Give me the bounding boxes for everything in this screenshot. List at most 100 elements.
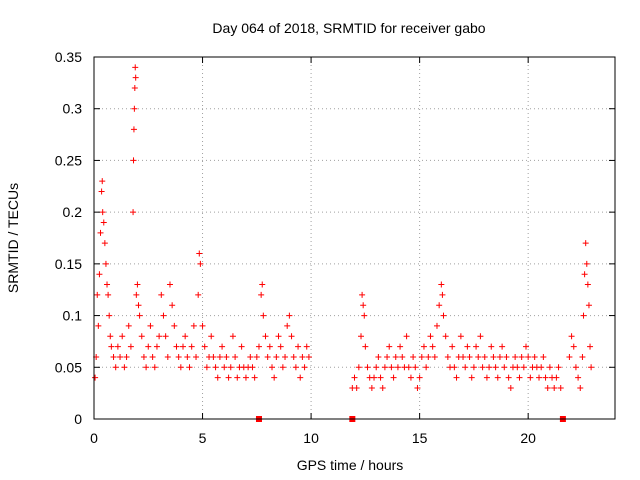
data-point-209 (542, 374, 549, 381)
data-point-79 (227, 364, 234, 371)
data-point-53 (173, 343, 180, 350)
data-point-78 (225, 374, 232, 381)
data-point-184 (488, 343, 495, 350)
data-point-71 (210, 353, 217, 360)
data-point-73 (214, 374, 221, 381)
data-point-35 (135, 302, 142, 309)
data-point-152 (420, 343, 427, 350)
data-point-52 (171, 322, 178, 329)
data-point-173 (464, 343, 471, 350)
data-point-7 (99, 178, 106, 185)
data-point-58 (184, 353, 191, 360)
data-point-151 (418, 353, 425, 360)
data-point-8 (99, 209, 106, 216)
data-point-3 (95, 322, 102, 329)
data-point-81 (232, 353, 239, 360)
data-point-208 (540, 353, 547, 360)
data-point-42 (149, 353, 156, 360)
data-point-211 (546, 364, 553, 371)
data-point-56 (180, 343, 187, 350)
data-point-146 (407, 374, 414, 381)
data-point-198 (518, 353, 525, 360)
y-tick-label-3: 0.15 (55, 256, 82, 272)
data-point-41 (147, 322, 154, 329)
data-point-55 (177, 364, 184, 371)
y-tick-label-2: 0.1 (63, 308, 83, 324)
data-point-11 (102, 260, 109, 267)
grid-lines (94, 57, 615, 419)
data-point-22 (121, 364, 128, 371)
data-point-213 (551, 384, 558, 391)
data-point-178 (475, 353, 482, 360)
data-point-183 (486, 364, 493, 371)
data-point-176 (470, 364, 477, 371)
data-points (92, 64, 595, 391)
data-point-90 (251, 374, 258, 381)
data-point-159 (436, 302, 443, 309)
data-point-99 (269, 364, 276, 371)
data-point-61 (190, 322, 197, 329)
data-point-217 (566, 353, 573, 360)
data-point-188 (496, 353, 503, 360)
data-point-98 (266, 343, 273, 350)
data-point-115 (303, 343, 310, 350)
data-point-110 (292, 364, 299, 371)
data-point-46 (158, 291, 165, 298)
data-point-133 (379, 384, 386, 391)
data-point-37 (138, 333, 145, 340)
data-point-75 (219, 343, 226, 350)
x-tick-label-1: 5 (199, 430, 207, 446)
data-point-220 (572, 364, 579, 371)
data-point-144 (403, 333, 410, 340)
data-point-108 (288, 333, 295, 340)
data-point-15 (107, 333, 114, 340)
data-point-177 (473, 343, 480, 350)
data-point-219 (570, 343, 577, 350)
data-point-94 (259, 281, 266, 288)
y-tick-label-4: 0.2 (63, 204, 83, 220)
data-point-50 (166, 281, 173, 288)
data-point-162 (440, 312, 447, 319)
data-point-20 (117, 353, 124, 360)
chart-title: Day 064 of 2018, SRMTID for receiver gab… (212, 20, 485, 36)
data-point-49 (164, 353, 171, 360)
data-point-6 (98, 188, 105, 195)
data-point-215 (555, 364, 562, 371)
data-point-26 (130, 209, 137, 216)
data-point-114 (301, 364, 308, 371)
data-point-106 (284, 322, 291, 329)
data-point-123 (360, 302, 367, 309)
data-point-72 (212, 364, 219, 371)
data-point-2 (94, 291, 101, 298)
data-point-80 (229, 333, 236, 340)
data-point-59 (186, 364, 193, 371)
data-point-113 (299, 353, 306, 360)
data-point-116 (305, 353, 312, 360)
data-point-139 (392, 353, 399, 360)
data-point-32 (132, 74, 139, 81)
data-point-67 (201, 343, 208, 350)
data-point-134 (381, 364, 388, 371)
data-point-187 (494, 374, 501, 381)
data-point-167 (451, 364, 458, 371)
data-point-82 (234, 374, 241, 381)
data-point-145 (405, 364, 412, 371)
data-point-118 (351, 374, 358, 381)
y-tick-label-6: 0.3 (63, 101, 83, 117)
data-point-95 (260, 312, 267, 319)
data-point-34 (134, 281, 141, 288)
data-point-175 (468, 374, 475, 381)
data-point-24 (125, 322, 132, 329)
y-tick-label-1: 0.05 (55, 359, 82, 375)
data-point-153 (423, 364, 430, 371)
data-point-132 (377, 374, 384, 381)
data-point-224 (580, 312, 587, 319)
data-point-128 (368, 384, 375, 391)
data-point-38 (140, 353, 147, 360)
data-point-5 (97, 229, 104, 236)
data-point-39 (143, 364, 150, 371)
data-point-60 (188, 343, 195, 350)
data-point-137 (388, 364, 395, 371)
data-point-147 (410, 353, 417, 360)
y-tick-label-0: 0 (74, 411, 82, 427)
